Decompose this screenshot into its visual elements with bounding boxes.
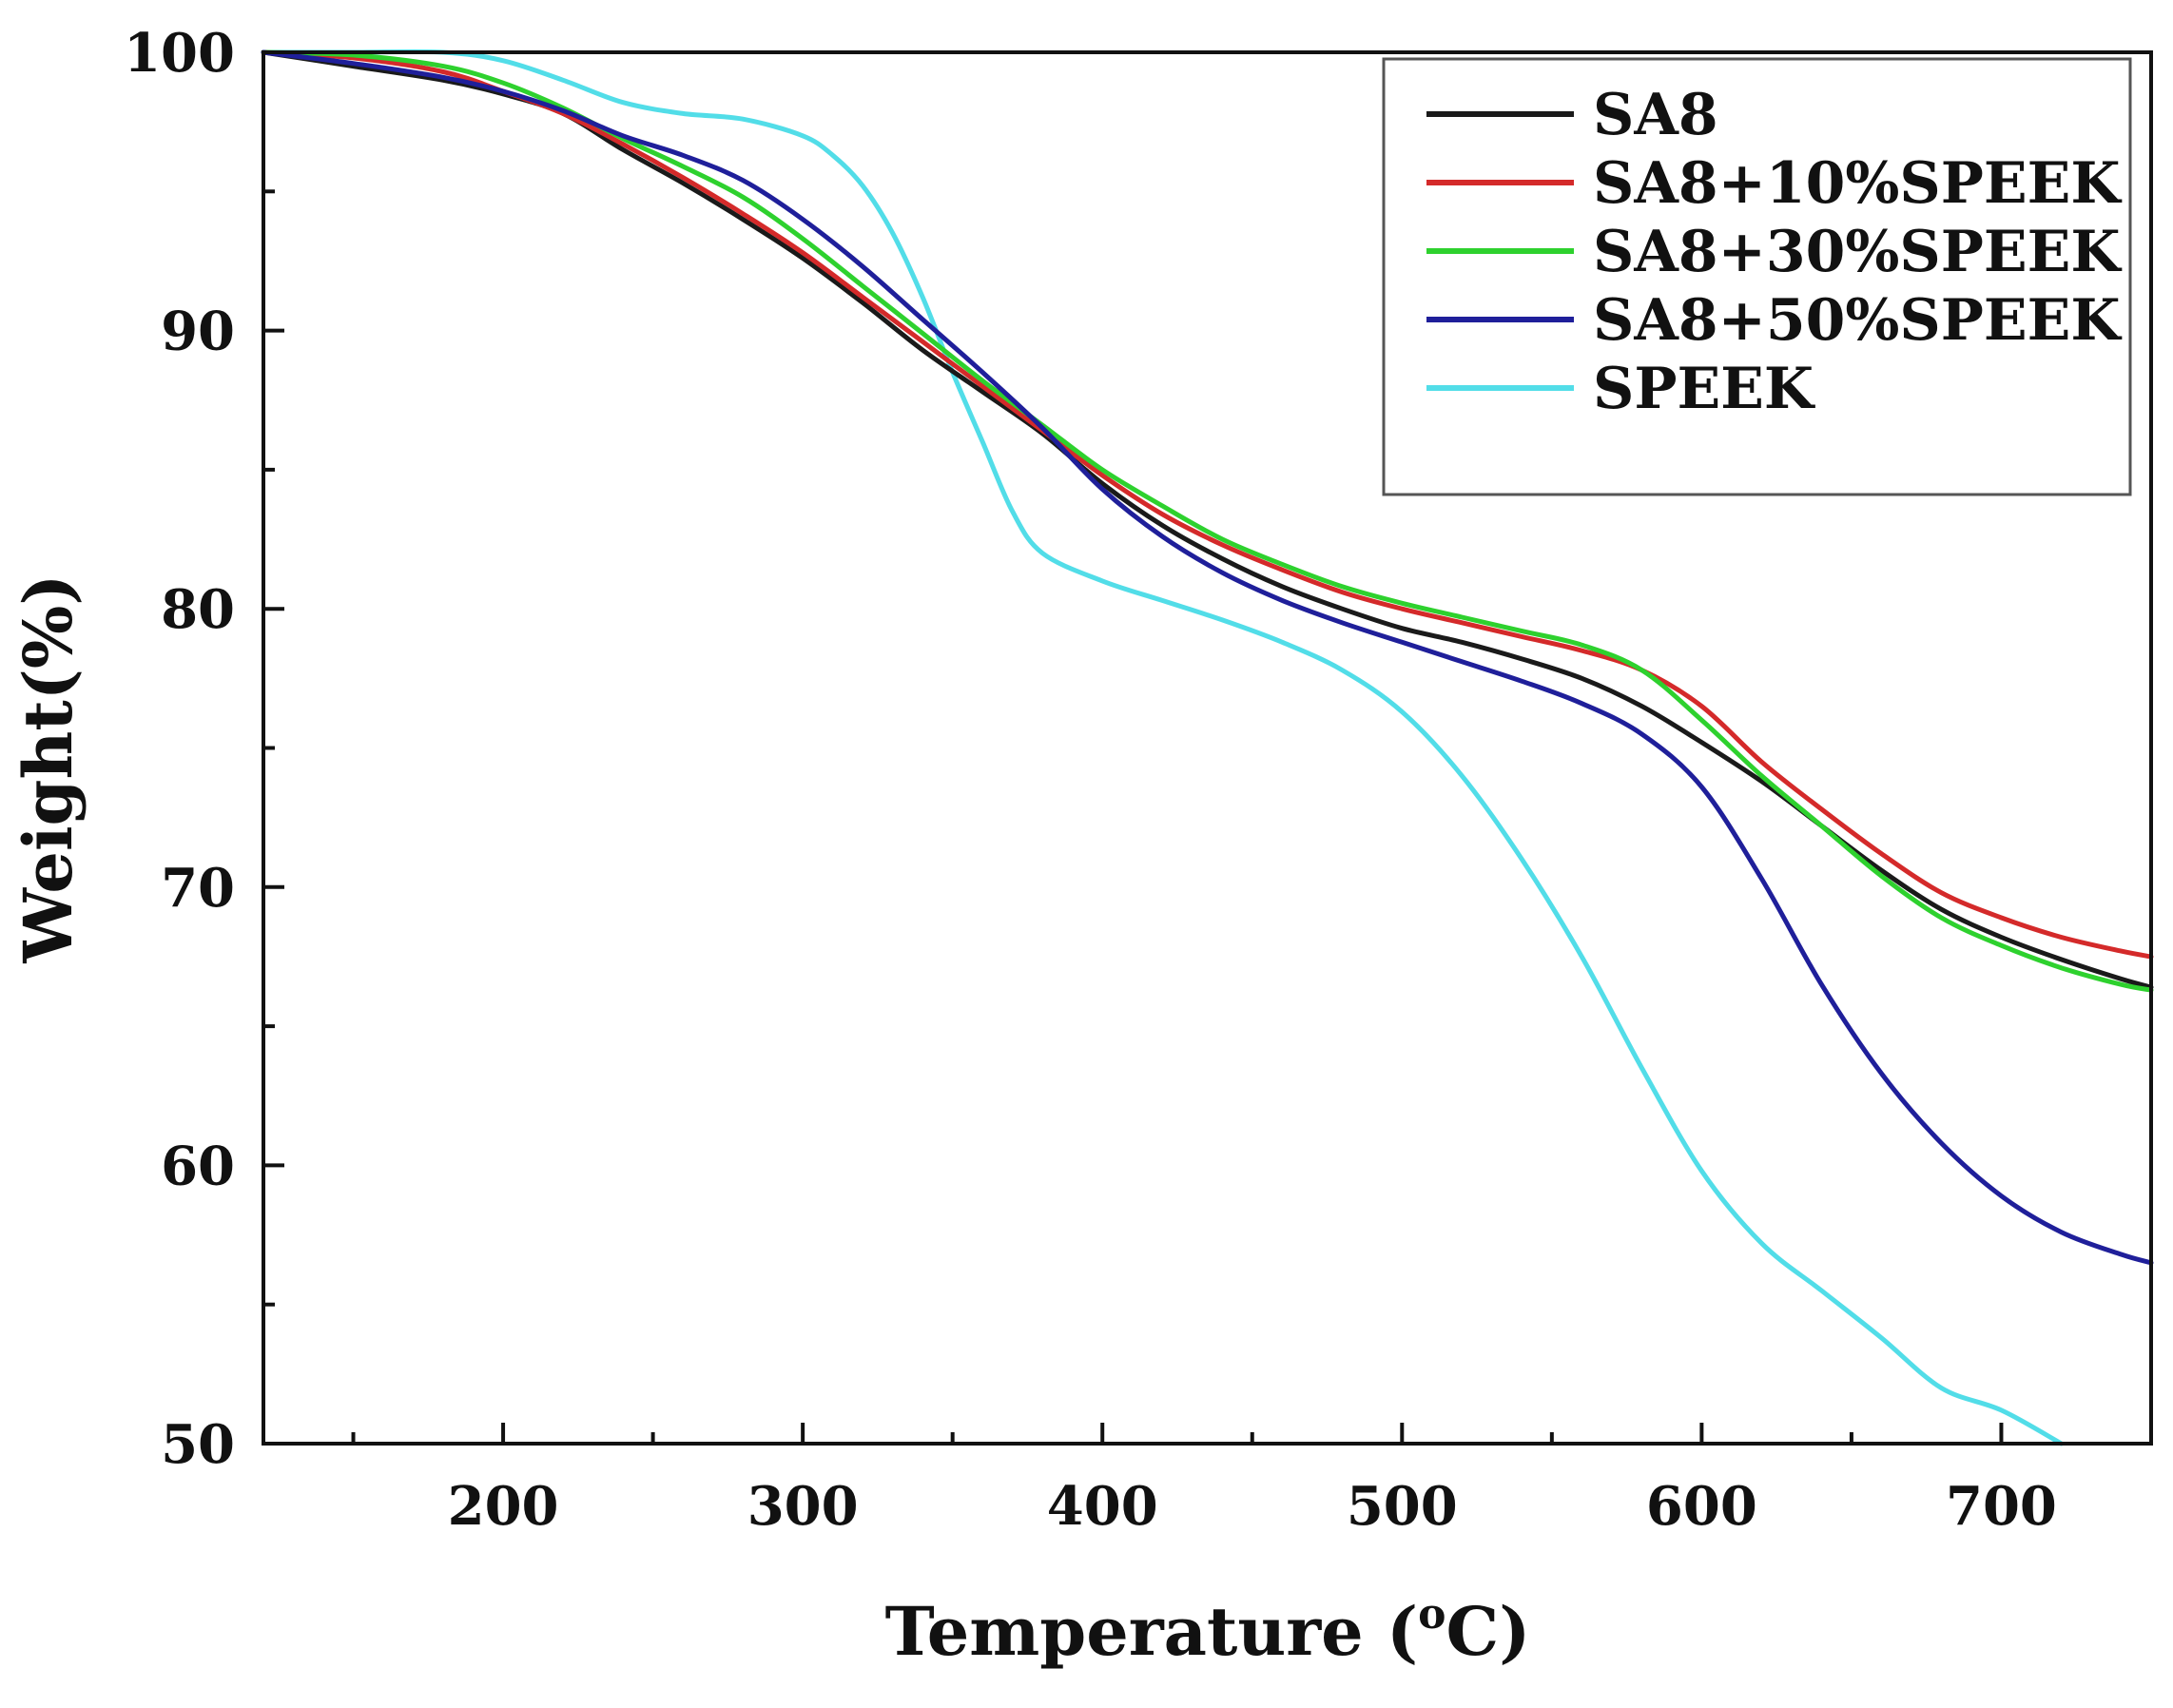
- y-tick-label: 70: [161, 857, 235, 920]
- legend-label: SA8+50%SPEEK: [1593, 287, 2122, 354]
- y-axis-title: Weight(%): [9, 574, 87, 964]
- x-tick-label: 600: [1646, 1475, 1757, 1538]
- x-tick-label: 200: [448, 1475, 559, 1538]
- x-tick-label: 500: [1347, 1475, 1458, 1538]
- y-tick-label: 50: [161, 1413, 235, 1476]
- legend-box: [1382, 57, 2132, 496]
- legend-label: SA8+10%SPEEK: [1593, 150, 2122, 217]
- series-line-sa8-10-speek: [261, 49, 2154, 960]
- x-tick-label: 700: [1946, 1475, 2057, 1538]
- y-tick-label: 60: [161, 1135, 235, 1197]
- series-line-sa8-50-speek: [261, 49, 2154, 1266]
- series-line-speek: [261, 49, 2064, 1446]
- y-tick-label: 90: [161, 301, 235, 363]
- plot-area-frame: [262, 50, 2153, 1446]
- series-line-sa8-30-speek: [261, 49, 2154, 993]
- legend: SA8SA8+10%SPEEKSA8+30%SPEEKSA8+50%SPEEKS…: [1382, 57, 2132, 496]
- x-axis-title: Temperature (oC): [885, 1590, 1531, 1671]
- x-tick-label: 400: [1047, 1475, 1158, 1538]
- legend-label: SA8+30%SPEEK: [1593, 219, 2122, 285]
- y-tick-label: 80: [161, 578, 235, 641]
- y-axis-tick-labels: 50 60 70 80 90 100: [124, 22, 235, 1476]
- series-line-sa8: [261, 49, 2154, 990]
- series-lines: [261, 49, 2154, 1446]
- legend-label: SA8: [1593, 82, 1718, 148]
- x-tick-label: 300: [747, 1475, 859, 1538]
- legend-label: SPEEK: [1593, 356, 1815, 422]
- x-axis-tick-labels: 200 300 400 500 600 700: [448, 1475, 2057, 1538]
- y-tick-label: 100: [124, 22, 235, 85]
